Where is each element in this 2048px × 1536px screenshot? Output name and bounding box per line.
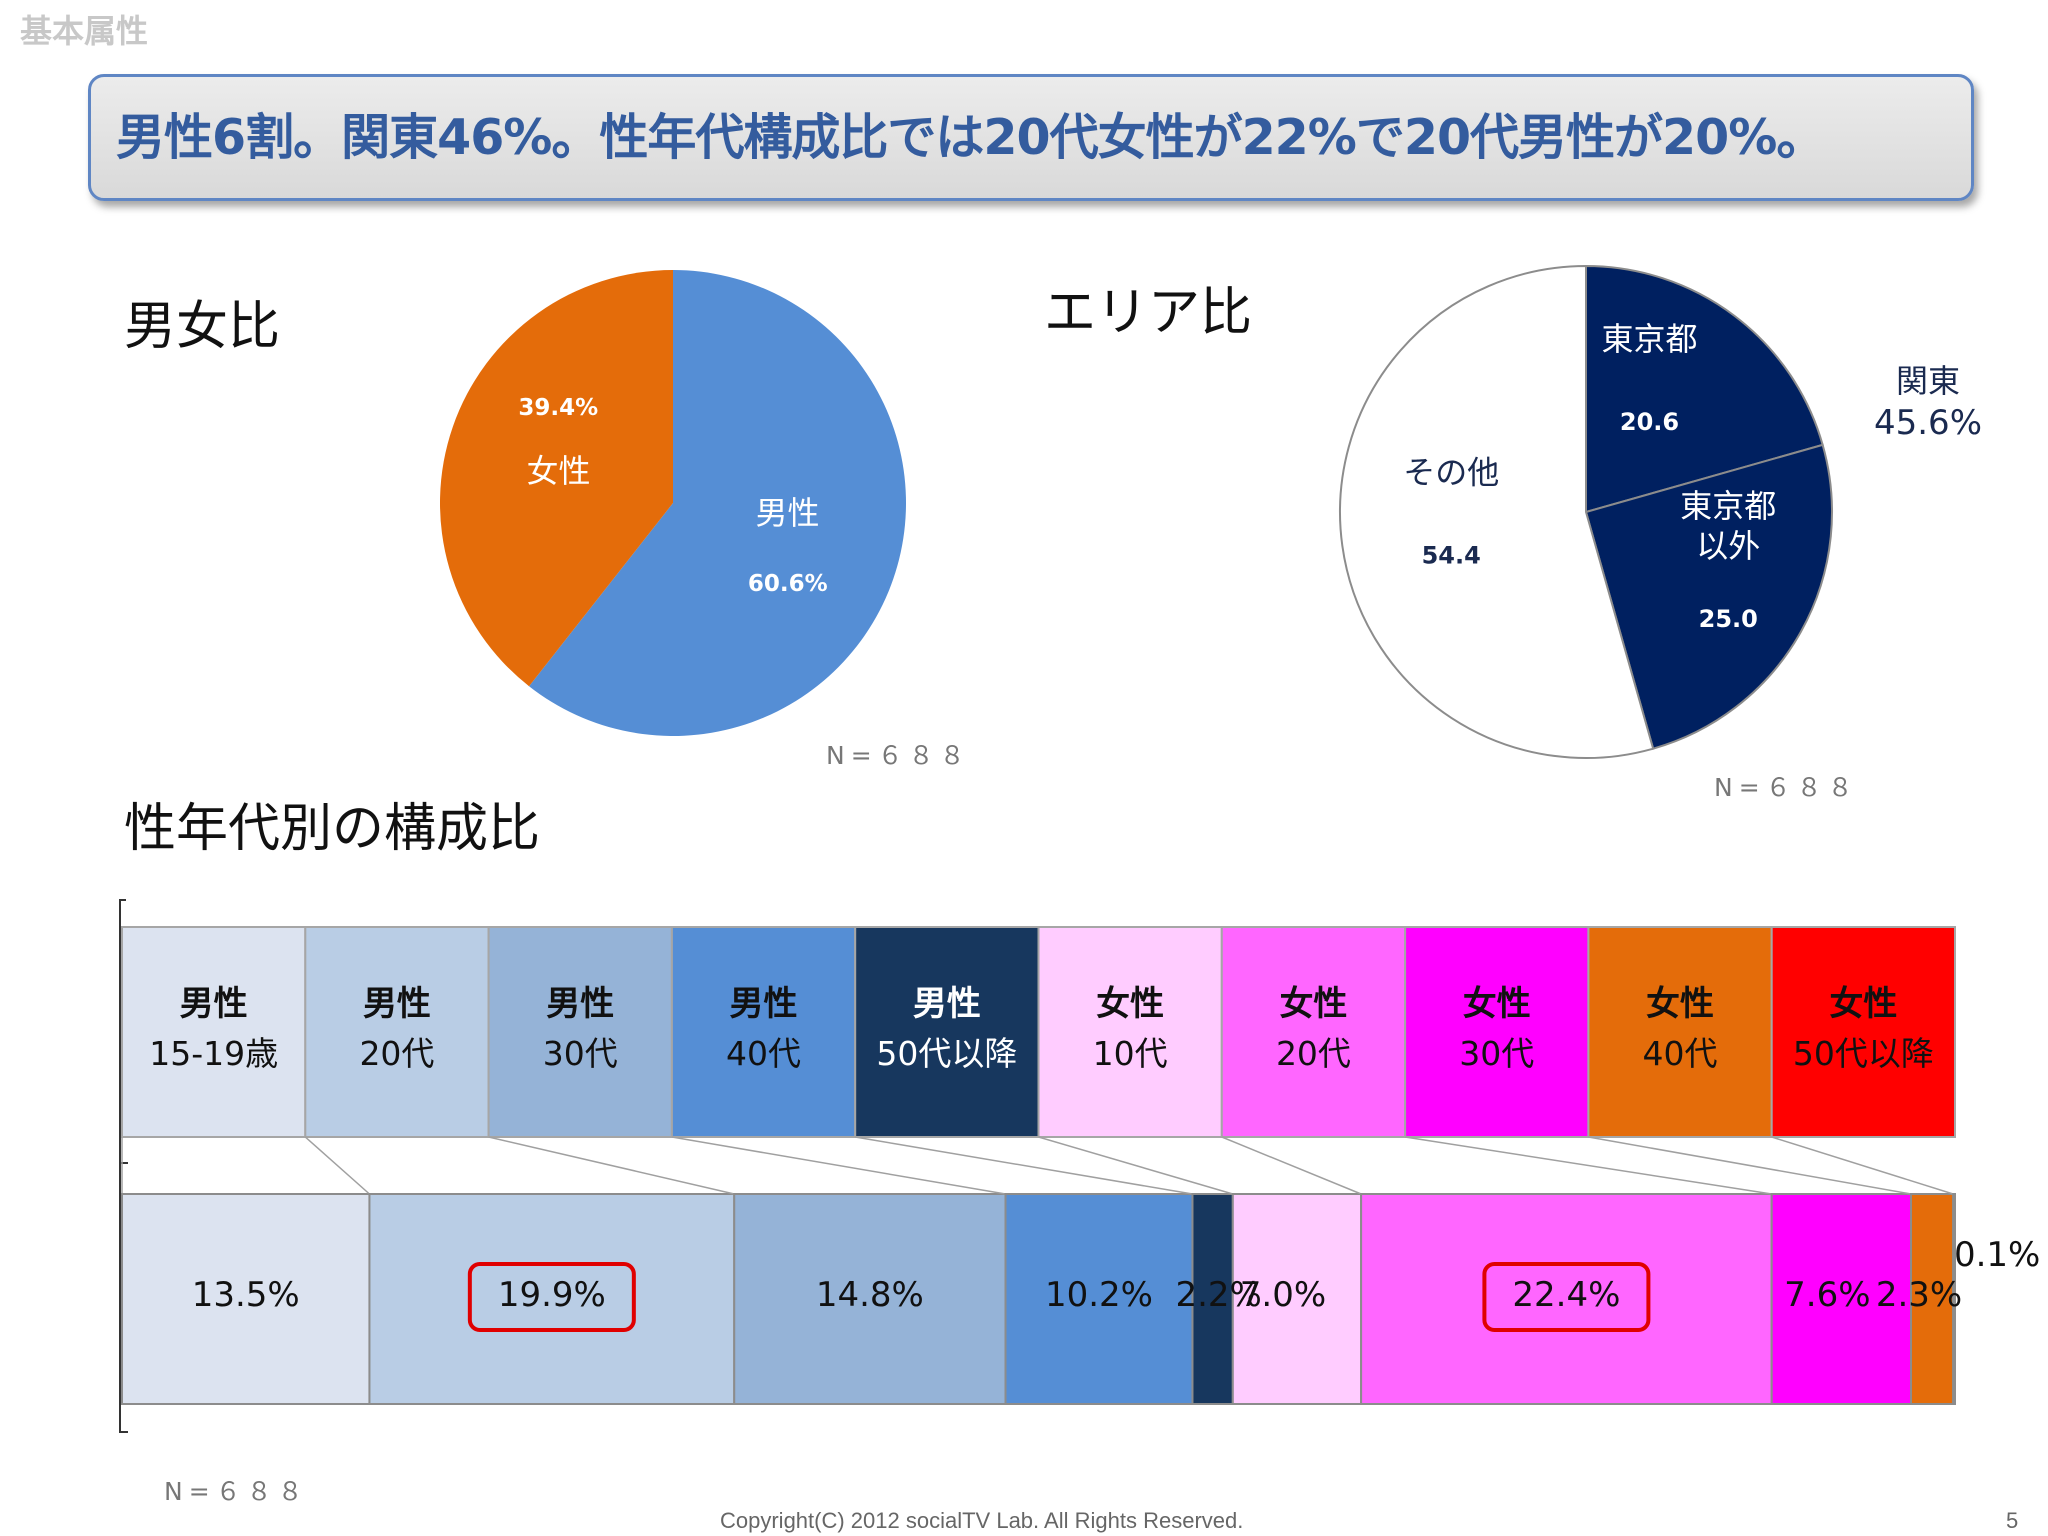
- connector-line: [1771, 1136, 1954, 1195]
- category-age: 20代: [359, 1034, 434, 1073]
- category-box: [670, 926, 857, 1138]
- category-label: 男性: [180, 984, 248, 1024]
- area-slice-label: 東京都: [1680, 487, 1776, 525]
- category-age: 30代: [543, 1034, 618, 1073]
- bar-segment: [1952, 1193, 1956, 1405]
- area-slice-0: [1585, 264, 1824, 514]
- category-label: 女性: [1279, 984, 1347, 1024]
- category-age: 50代以降: [876, 1034, 1017, 1073]
- kanto-annotation-label: 関東: [1896, 362, 1960, 400]
- area-slice-label: その他: [1403, 454, 1499, 492]
- headline-box: [88, 74, 1974, 201]
- bar-value-label: 19.9%: [498, 1275, 606, 1315]
- area-slice-label: 東京都: [1602, 320, 1698, 358]
- category-box: [487, 926, 673, 1138]
- gender-pie-chart: 男性 60.6% 女性 39.4%: [440, 270, 907, 736]
- connector-line: [1038, 1136, 1234, 1195]
- gender-slice-1: [440, 270, 673, 687]
- category-box: [121, 926, 307, 1138]
- headline: 男性6割。関東46%。性年代構成比では20代女性が22%で20代男性が20%。: [116, 109, 1825, 166]
- connector-line: [488, 1136, 735, 1195]
- composition-stacked-bar-chart: 男性15-19歳男性20代男性30代男性40代男性50代以降女性10代女性20代…: [119, 899, 2040, 1433]
- category-box: [304, 926, 490, 1138]
- bar-segment: [1910, 1193, 1955, 1405]
- bar-segment: [1191, 1193, 1234, 1405]
- gender-slice-0: [529, 270, 907, 736]
- category-box: [854, 926, 1040, 1138]
- area-slice-2: [1339, 264, 1655, 759]
- gender-slice-value: 60.6%: [748, 571, 828, 597]
- page-number: 5: [2006, 1508, 2019, 1533]
- gender-slice-value: 39.4%: [518, 395, 598, 421]
- bar-segment: [1004, 1193, 1194, 1405]
- axis-bracket: [119, 899, 128, 1433]
- connector-line: [1404, 1136, 1772, 1195]
- header-label: 基本属性: [20, 12, 149, 50]
- composition-chart-title: 性年代別の構成比: [124, 799, 541, 859]
- connector-line: [1221, 1136, 1362, 1195]
- category-label: 男性: [913, 984, 981, 1024]
- category-label: 女性: [1646, 984, 1714, 1024]
- highlight-box: [467, 1262, 636, 1332]
- category-age: 15-19歳: [149, 1034, 278, 1073]
- category-box: [1220, 926, 1407, 1138]
- area-slice-label: 以外: [1696, 527, 1760, 565]
- area-chart-title: エリア比: [1044, 283, 1253, 343]
- copyright: Copyright(C) 2012 socialTV Lab. All Righ…: [720, 1508, 1244, 1533]
- connector-line: [304, 1136, 370, 1195]
- category-label: 男性: [546, 984, 614, 1024]
- gender-n-note: N=６８８: [826, 741, 971, 770]
- bar-value-label: 2.2%: [1175, 1275, 1261, 1315]
- highlight-box: [1482, 1262, 1651, 1332]
- category-box: [1037, 926, 1223, 1138]
- gender-slice-label: 女性: [526, 452, 590, 490]
- category-box: [1770, 926, 1956, 1138]
- category-age: 20代: [1276, 1034, 1351, 1073]
- category-label: 女性: [1096, 984, 1164, 1024]
- bar-segment: [1360, 1193, 1773, 1405]
- category-age: 40代: [1643, 1034, 1718, 1073]
- bar-value-label: 7.0%: [1240, 1275, 1326, 1315]
- bar-value-label: 0.1%: [1954, 1235, 2040, 1275]
- area-slice-value: 20.6: [1620, 408, 1679, 436]
- area-n-note: N=６８８: [1714, 773, 1859, 802]
- category-age: 10代: [1093, 1034, 1168, 1073]
- category-box: [1587, 926, 1773, 1138]
- bar-segment: [368, 1193, 736, 1405]
- category-label: 女性: [1829, 984, 1897, 1024]
- area-slice-value: 25.0: [1699, 605, 1758, 633]
- category-box: [1404, 926, 1590, 1138]
- bar-value-label: 10.2%: [1045, 1275, 1153, 1315]
- bar-segment: [1770, 1193, 1913, 1405]
- bar-value-label: 13.5%: [192, 1275, 300, 1315]
- bar-value-label: 7.6%: [1784, 1275, 1870, 1315]
- category-label: 男性: [363, 984, 431, 1024]
- connector-line: [855, 1136, 1193, 1195]
- bar-value-label: 2.3%: [1876, 1275, 1962, 1315]
- category-age: 40代: [726, 1034, 801, 1073]
- gender-slice-label: 男性: [756, 494, 820, 532]
- bar-segment: [733, 1193, 1007, 1405]
- category-label: 女性: [1463, 984, 1531, 1024]
- bar-segment: [121, 1193, 371, 1405]
- composition-n-note: N=６８８: [164, 1477, 309, 1506]
- bar-segment: [1231, 1193, 1363, 1405]
- kanto-annotation-value: 45.6%: [1874, 403, 1982, 443]
- bar-value-label: 22.4%: [1512, 1275, 1620, 1315]
- category-age: 30代: [1459, 1034, 1534, 1073]
- bar-value-label: 14.8%: [816, 1275, 924, 1315]
- connector-line: [1588, 1136, 1912, 1195]
- category-age: 50代以降: [1793, 1034, 1934, 1073]
- gender-chart-title: 男女比: [124, 297, 281, 357]
- area-slice-1: [1584, 443, 1833, 750]
- area-slice-value: 54.4: [1422, 542, 1481, 570]
- connector-line: [671, 1136, 1006, 1195]
- category-label: 男性: [730, 984, 798, 1024]
